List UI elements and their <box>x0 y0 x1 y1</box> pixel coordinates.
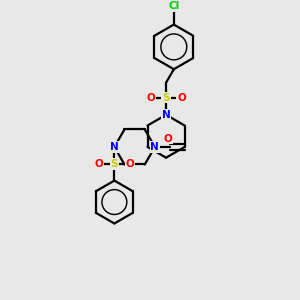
Text: N: N <box>110 142 119 152</box>
Text: S: S <box>162 92 170 103</box>
Text: N: N <box>162 110 170 120</box>
Text: O: O <box>94 159 103 169</box>
Text: O: O <box>177 92 186 103</box>
Text: Cl: Cl <box>168 1 179 11</box>
Text: O: O <box>146 92 155 103</box>
Text: S: S <box>111 159 118 169</box>
Text: O: O <box>125 159 134 169</box>
Text: O: O <box>163 134 172 144</box>
Text: N: N <box>151 142 159 152</box>
